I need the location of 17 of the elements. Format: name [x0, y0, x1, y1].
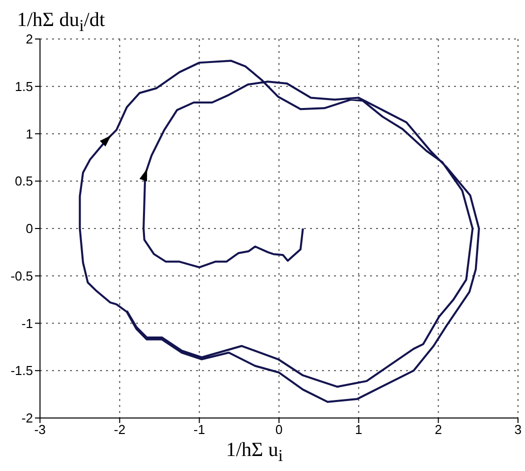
x-tick-label: -3 [34, 422, 46, 438]
y-tick-label: -0.5 [10, 268, 33, 284]
y-tick-label: 1 [26, 126, 33, 142]
x-tick-label: -2 [114, 422, 126, 438]
y-tick-label: 0.5 [14, 174, 33, 189]
x-tick-label: -1 [194, 422, 206, 438]
x-tick-label: 3 [514, 422, 522, 438]
line-series [78, 60, 480, 403]
x-tick-label: 2 [434, 422, 442, 438]
x-tick-label: 0 [275, 422, 283, 438]
x-axis-title: 1/hΣ u$_{i}$ [226, 438, 283, 467]
y-tick-label: -2 [21, 410, 33, 426]
y-tick-label: -1.5 [10, 363, 33, 378]
y-tick-label: 0 [26, 221, 33, 236]
y-tick-label: -1 [21, 316, 33, 331]
x-tick-label: 1 [355, 422, 362, 438]
y-tick-label: 1.5 [14, 78, 33, 94]
